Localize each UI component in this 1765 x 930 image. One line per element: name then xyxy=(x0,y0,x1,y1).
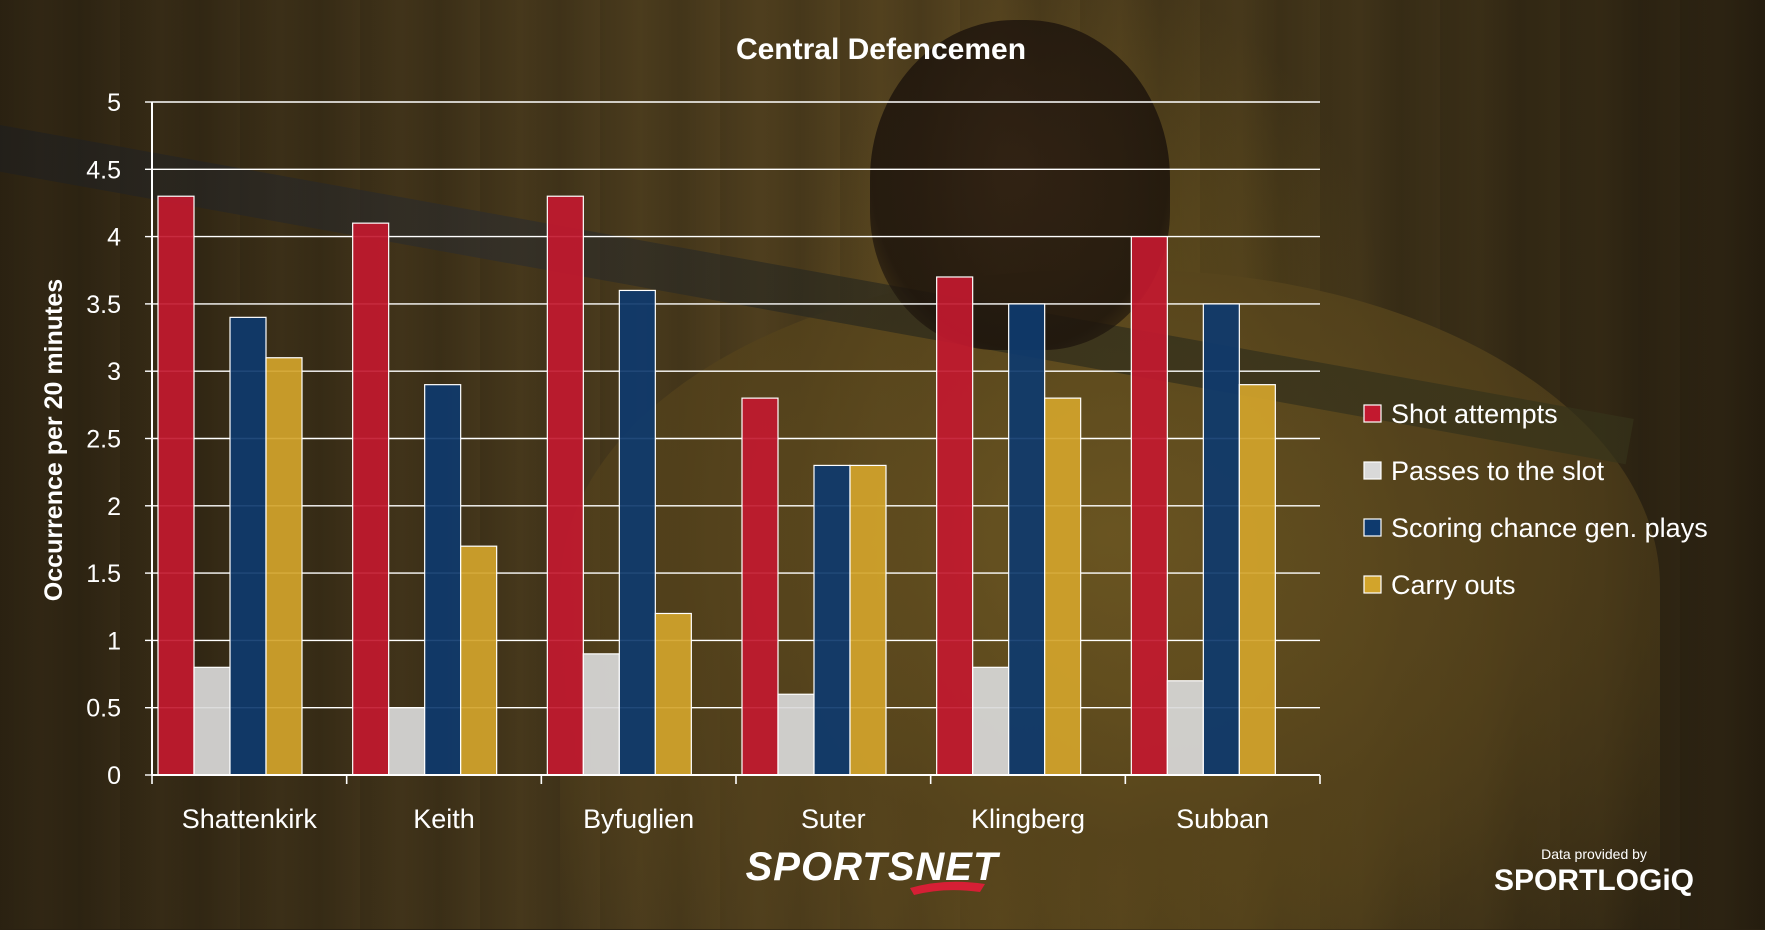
bar-subban-scoring-chance-gen-plays xyxy=(1202,303,1240,776)
sportsnet-logo-swoosh xyxy=(910,881,985,895)
y-tick-label-1: 0.5 xyxy=(86,695,121,723)
y-axis-label: Occurrence per 20 minutes xyxy=(40,279,68,601)
bar-byfuglien-scoring-chance-gen-plays xyxy=(618,289,656,776)
bar-keith-shot-attempts xyxy=(352,222,390,776)
x-tick-labels: Shattenkirk Keith Byfuglien Suter Klingberg S… xyxy=(182,804,1269,834)
y-tick-label-8: 4 xyxy=(107,224,121,252)
legend-swatch-scoring-chance-gen-plays xyxy=(1363,518,1382,537)
gridlines xyxy=(145,101,1320,776)
bar-klingberg-scoring-chance-gen-plays xyxy=(1008,303,1046,776)
legend-label-carry-outs: Carry outs xyxy=(1391,570,1516,600)
bar-subban-shot-attempts xyxy=(1130,236,1168,776)
x-tick-label-suter: Suter xyxy=(801,804,866,834)
sportlogiq-logo: SPORTLOGiQ xyxy=(1494,864,1694,897)
y-tick-label-6: 3 xyxy=(107,358,121,386)
legend-label-passes-to-the-slot: Passes to the slot xyxy=(1391,456,1605,486)
bar-keith-scoring-chance-gen-plays xyxy=(424,384,462,776)
bars-group xyxy=(157,195,1276,776)
bar-byfuglien-shot-attempts xyxy=(546,195,584,776)
bar-keith-carry-outs xyxy=(460,545,498,776)
bar-byfuglien-carry-outs xyxy=(654,612,692,776)
y-tick-labels: 0 0.5 1 1.5 2 2.5 3 3.5 4 4.5 5 xyxy=(86,89,121,790)
y-tick-label-4: 2 xyxy=(107,493,121,521)
y-tick-label-2: 1 xyxy=(107,627,121,655)
bar-subban-passes-to-the-slot xyxy=(1166,680,1204,776)
bar-shattenkirk-carry-outs xyxy=(265,357,303,776)
bar-klingberg-passes-to-the-slot xyxy=(972,666,1010,776)
y-tick-label-9: 4.5 xyxy=(86,156,121,184)
bar-suter-scoring-chance-gen-plays xyxy=(813,464,851,776)
axes xyxy=(151,102,1321,784)
bar-subban-carry-outs xyxy=(1238,384,1276,776)
legend: Shot attempts Passes to the slot Scoring c… xyxy=(1363,399,1708,600)
legend-swatch-carry-outs xyxy=(1363,575,1382,594)
bar-shattenkirk-scoring-chance-gen-plays xyxy=(229,316,267,776)
chart-title: Central Defencemen xyxy=(736,33,1026,66)
legend-swatch-shot-attempts xyxy=(1363,404,1382,423)
x-tick-label-klingberg: Klingberg xyxy=(971,804,1085,834)
bar-klingberg-carry-outs xyxy=(1044,397,1082,776)
sportsnet-logo: SPORTSNET xyxy=(746,845,1001,895)
bar-shattenkirk-shot-attempts xyxy=(157,195,195,776)
bar-keith-passes-to-the-slot xyxy=(388,707,426,776)
sportsnet-logo-text: SPORTSNET xyxy=(746,845,1001,889)
x-tick-label-keith: Keith xyxy=(413,804,475,834)
background-player-head xyxy=(870,20,1170,350)
legend-swatch-passes-to-the-slot xyxy=(1363,461,1382,480)
bar-suter-carry-outs xyxy=(849,464,887,776)
y-tick-label-10: 5 xyxy=(107,89,121,117)
y-tick-label-3: 1.5 xyxy=(86,560,121,588)
y-tick-label-0: 0 xyxy=(107,762,121,790)
x-tick-label-shattenkirk: Shattenkirk xyxy=(182,804,318,834)
bar-byfuglien-passes-to-the-slot xyxy=(582,653,620,776)
x-tick-label-subban: Subban xyxy=(1176,804,1269,834)
y-tick-label-7: 3.5 xyxy=(86,291,121,319)
x-tick-label-byfuglien: Byfuglien xyxy=(583,804,694,834)
bar-shattenkirk-passes-to-the-slot xyxy=(193,666,231,776)
legend-label-shot-attempts: Shot attempts xyxy=(1391,399,1558,429)
y-tick-label-5: 2.5 xyxy=(86,426,121,454)
bar-suter-shot-attempts xyxy=(741,397,779,776)
data-provided-by-text: Data provided by xyxy=(1541,846,1647,862)
legend-label-scoring-chance-gen-plays: Scoring chance gen. plays xyxy=(1391,513,1708,543)
bar-klingberg-shot-attempts xyxy=(936,276,974,776)
bar-suter-passes-to-the-slot xyxy=(777,693,815,776)
